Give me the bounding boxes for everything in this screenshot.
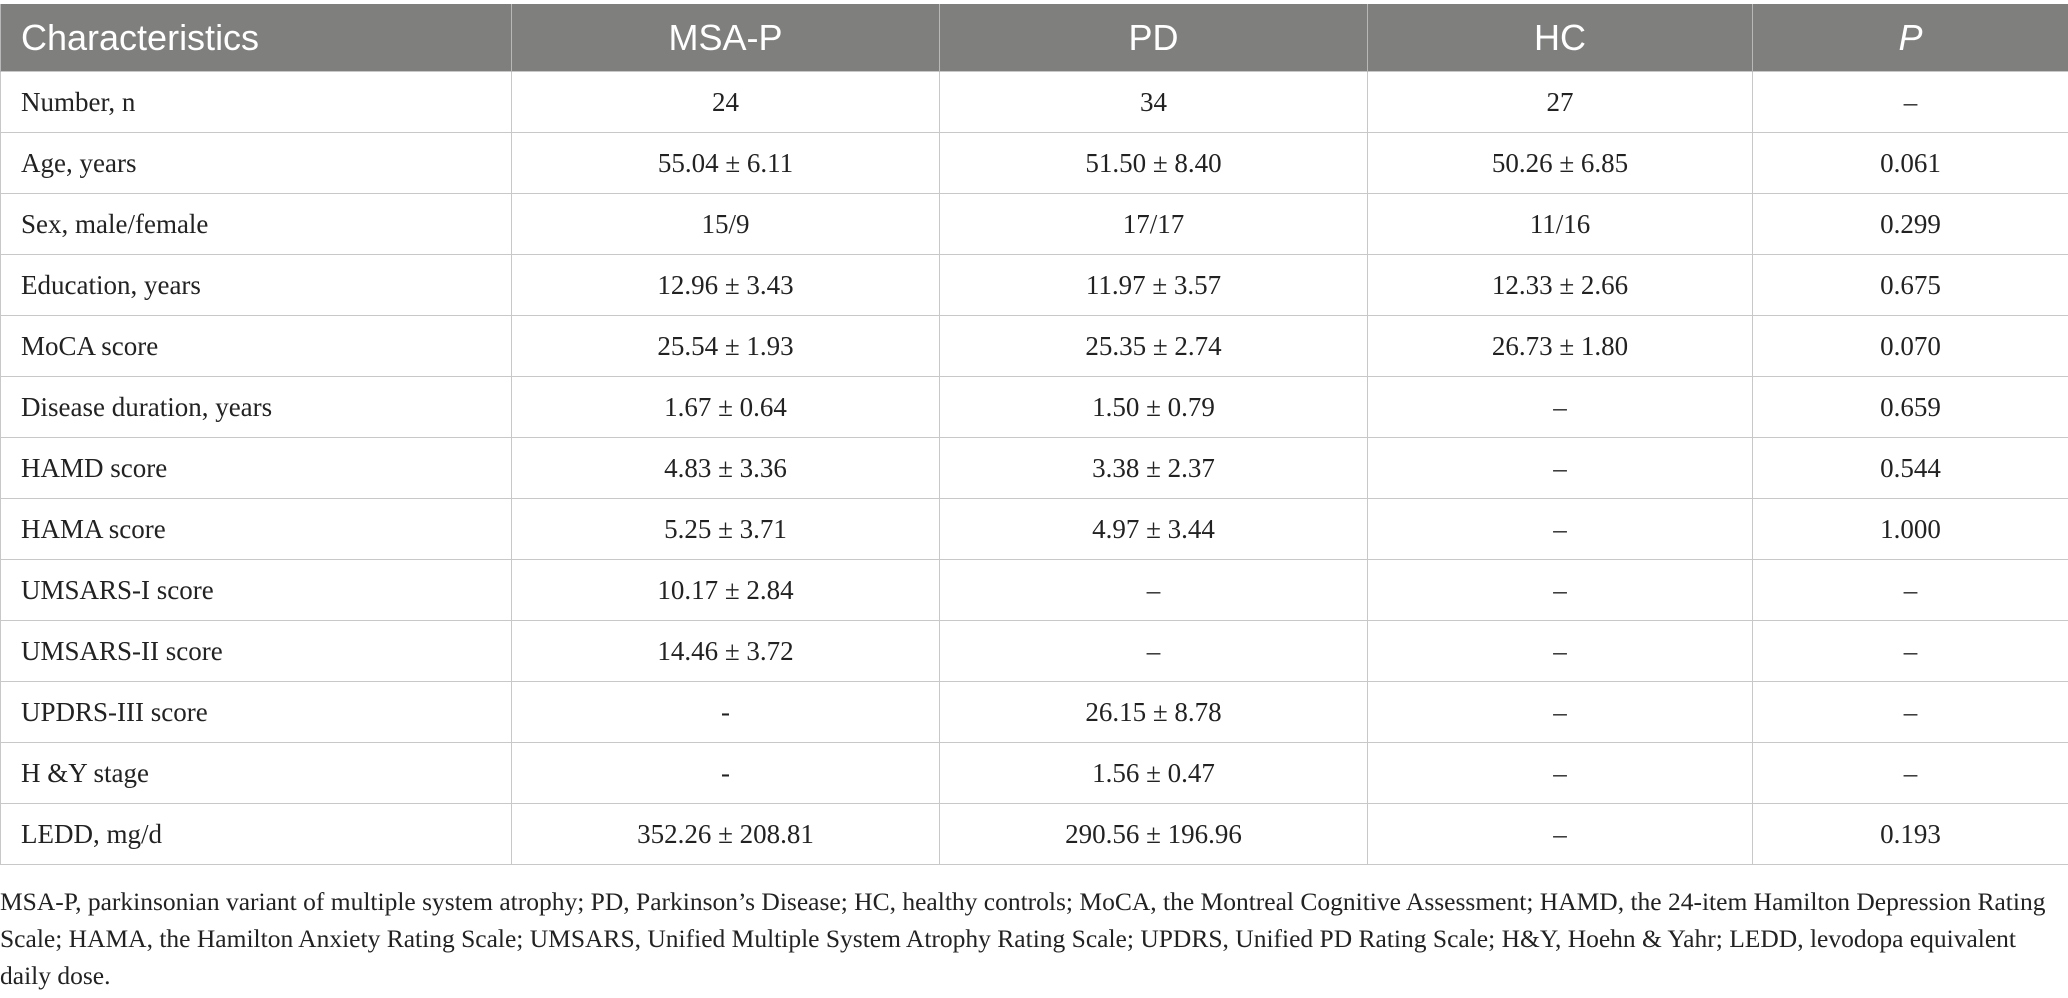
- cell-p-value: 0.061: [1752, 132, 2068, 194]
- table-row: Age, years 55.04 ± 6.11 51.50 ± 8.40 50.26 …: [0, 132, 2068, 194]
- cell-msa-p: 352.26 ± 208.81: [511, 803, 940, 865]
- table-row: H &Y stage -1.56 ± 0.47– –: [0, 742, 2068, 804]
- cell-pd: 17/17: [939, 193, 1368, 255]
- table-row: UMSARS-II score 14.46 ± 3.72– – –: [0, 620, 2068, 682]
- cell-pd: –: [939, 620, 1368, 682]
- table-row: HAMD score 4.83 ± 3.36 3.38 ± 2.37–0.544: [0, 437, 2068, 499]
- cell-hc: –: [1367, 559, 1753, 621]
- cell-hc: 11/16: [1367, 193, 1753, 255]
- cell-characteristic: HAMA score: [0, 498, 512, 560]
- cell-characteristic: Sex, male/female: [0, 193, 512, 255]
- cell-msa-p: 10.17 ± 2.84: [511, 559, 940, 621]
- header-msa-p: MSA-P: [511, 4, 940, 72]
- cell-msa-p: 55.04 ± 6.11: [511, 132, 940, 194]
- cell-pd: 4.97 ± 3.44: [939, 498, 1368, 560]
- table-row: Education, years 12.96 ± 3.43 11.97 ± 3.57…: [0, 254, 2068, 316]
- cell-hc: –: [1367, 437, 1753, 499]
- cell-characteristic: UMSARS-II score: [0, 620, 512, 682]
- cell-msa-p: 4.83 ± 3.36: [511, 437, 940, 499]
- table-header-row: Characteristics MSA-P PD HC P: [0, 4, 2068, 72]
- cell-pd: 25.35 ± 2.74: [939, 315, 1368, 377]
- cell-characteristic: Age, years: [0, 132, 512, 194]
- cell-p-value: 1.000: [1752, 498, 2068, 560]
- header-characteristics: Characteristics: [0, 4, 512, 72]
- table-row: HAMA score 5.25 ± 3.71 4.97 ± 3.44–1.000: [0, 498, 2068, 560]
- cell-pd: 3.38 ± 2.37: [939, 437, 1368, 499]
- cell-msa-p: 1.67 ± 0.64: [511, 376, 940, 438]
- cell-characteristic: UMSARS-I score: [0, 559, 512, 621]
- table-row: UPDRS-III score -26.15 ± 8.78– –: [0, 681, 2068, 743]
- cell-msa-p: 24: [511, 71, 940, 133]
- cell-p-value: 0.544: [1752, 437, 2068, 499]
- cell-hc: –: [1367, 620, 1753, 682]
- cell-msa-p: -: [511, 681, 940, 743]
- cell-hc: –: [1367, 681, 1753, 743]
- header-pd: PD: [939, 4, 1368, 72]
- cell-hc: 27: [1367, 71, 1753, 133]
- cell-pd: 51.50 ± 8.40: [939, 132, 1368, 194]
- cell-msa-p: 25.54 ± 1.93: [511, 315, 940, 377]
- cell-p-value: –: [1752, 620, 2068, 682]
- table-row: Disease duration, years 1.67 ± 0.64 1.50 ±…: [0, 376, 2068, 438]
- cell-hc: –: [1367, 742, 1753, 804]
- cell-pd: 1.50 ± 0.79: [939, 376, 1368, 438]
- cell-p-value: 0.659: [1752, 376, 2068, 438]
- cell-characteristic: Disease duration, years: [0, 376, 512, 438]
- table-row: LEDD, mg/d 352.26 ± 208.81 290.56 ± 196.96…: [0, 803, 2068, 865]
- table-row: UMSARS-I score 10.17 ± 2.84– – –: [0, 559, 2068, 621]
- cell-msa-p: -: [511, 742, 940, 804]
- cell-characteristic: Number, n: [0, 71, 512, 133]
- cell-p-value: 0.675: [1752, 254, 2068, 316]
- cell-p-value: –: [1752, 681, 2068, 743]
- table-row: Number, n 24 34 27–: [0, 71, 2068, 133]
- cell-msa-p: 14.46 ± 3.72: [511, 620, 940, 682]
- cell-hc: –: [1367, 803, 1753, 865]
- cell-p-value: –: [1752, 559, 2068, 621]
- cell-p-value: 0.070: [1752, 315, 2068, 377]
- cell-characteristic: Education, years: [0, 254, 512, 316]
- cell-characteristic: MoCA score: [0, 315, 512, 377]
- cell-hc: 12.33 ± 2.66: [1367, 254, 1753, 316]
- cell-hc: 50.26 ± 6.85: [1367, 132, 1753, 194]
- cell-p-value: –: [1752, 71, 2068, 133]
- cell-pd: 290.56 ± 196.96: [939, 803, 1368, 865]
- cell-characteristic: LEDD, mg/d: [0, 803, 512, 865]
- table-row: Sex, male/female 15/9 17/17 11/16 0.299: [0, 193, 2068, 255]
- cell-p-value: 0.193: [1752, 803, 2068, 865]
- cell-p-value: 0.299: [1752, 193, 2068, 255]
- cell-pd: 1.56 ± 0.47: [939, 742, 1368, 804]
- cell-msa-p: 5.25 ± 3.71: [511, 498, 940, 560]
- cell-characteristic: H &Y stage: [0, 742, 512, 804]
- cell-hc: –: [1367, 376, 1753, 438]
- table-footnote: MSA-P, parkinsonian variant of multiple …: [0, 887, 2046, 990]
- cell-hc: 26.73 ± 1.80: [1367, 315, 1753, 377]
- cell-msa-p: 12.96 ± 3.43: [511, 254, 940, 316]
- cell-p-value: –: [1752, 742, 2068, 804]
- cell-characteristic: HAMD score: [0, 437, 512, 499]
- cell-hc: –: [1367, 498, 1753, 560]
- table-row: MoCA score 25.54 ± 1.93 25.35 ± 2.74 26.73 …: [0, 315, 2068, 377]
- cell-pd: 34: [939, 71, 1368, 133]
- cell-pd: 11.97 ± 3.57: [939, 254, 1368, 316]
- cell-pd: 26.15 ± 8.78: [939, 681, 1368, 743]
- header-hc: HC: [1367, 4, 1753, 72]
- cell-msa-p: 15/9: [511, 193, 940, 255]
- table-body: Number, n 24 34 27– Age, years 55.04 ± 6.11 51…: [0, 71, 2068, 865]
- header-p-value: P: [1752, 4, 2068, 72]
- cell-pd: –: [939, 559, 1368, 621]
- cell-characteristic: UPDRS-III score: [0, 681, 512, 743]
